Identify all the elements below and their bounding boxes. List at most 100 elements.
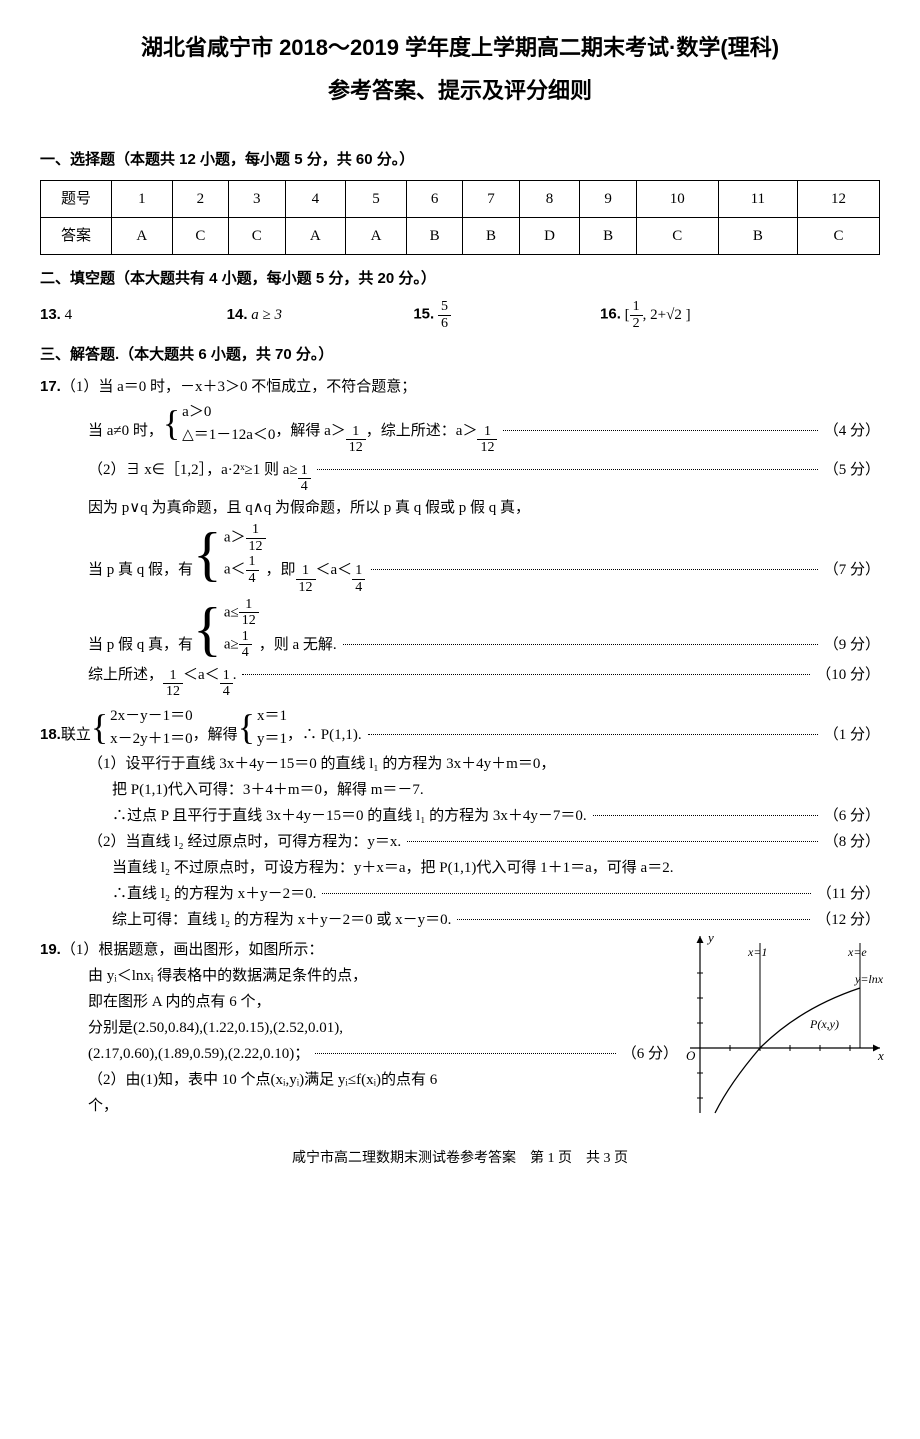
problem-text: 由 yᵢ＜lnxᵢ 得表格中的数据满足条件的点， [88, 964, 367, 988]
problem-text: 把 P(1,1)代入可得：3＋4＋m＝0，解得 m＝－7. [112, 778, 424, 802]
fill-answer: 4 [65, 307, 73, 323]
dotted-leader [242, 674, 810, 675]
dotted-leader [503, 430, 817, 431]
table-cell: 5 [346, 181, 407, 218]
problem-text: (2.17,0.60),(1.89,0.59),(2.22,0.10)； [88, 1042, 309, 1066]
brace-system: { a≤112 a≥14 [193, 597, 259, 661]
problem-text: 联立 [61, 723, 91, 747]
problem-text: 个， [88, 1094, 118, 1118]
problem-number: 18. [40, 723, 61, 747]
brace-system: { x＝1 y＝1 [238, 705, 287, 750]
problem-text: （2）当直线 l₂ 经过原点时，可得方程为：y＝x. [88, 830, 401, 854]
fill-answer: [12, 2+√2 ] [625, 307, 691, 323]
axis-label-x: x [877, 1048, 884, 1063]
problem-text: ∴过点 P 且平行于直线 3x＋4y－15＝0 的直线 l₁ 的方程为 3x＋4… [112, 804, 587, 828]
problem-17: 17. （1）当 a＝0 时，－x＋3＞0 不恒成立，不符合题意； 当 a≠0 … [40, 375, 880, 699]
table-cell: 12 [797, 181, 879, 218]
table-cell: 8 [519, 181, 580, 218]
title-main: 湖北省咸宁市 2018～2019 学年度上学期高二期末考试·数学(理科) [40, 30, 880, 65]
dotted-leader [368, 734, 818, 735]
table-cell: 4 [285, 181, 346, 218]
problem-text: ，∴ P(1,1). [287, 723, 362, 747]
fraction: 14 [220, 668, 233, 700]
fill-13: 13. 4 [40, 303, 227, 327]
table-cell: B [406, 218, 462, 255]
problem-text: 综上所述， [88, 663, 163, 687]
table-cell: 3 [229, 181, 285, 218]
table-cell: 1 [112, 181, 173, 218]
line-label-x1: x=1 [747, 945, 767, 959]
score-mark: （9 分） [824, 633, 880, 657]
problem-text: ，解得 a＞ [275, 419, 345, 443]
problem-text: ，即 [266, 558, 296, 582]
fraction: 112 [163, 668, 183, 700]
problem-text: 分别是(2.50,0.84),(1.22,0.15),(2.52,0.01), [88, 1016, 343, 1040]
problem-text: ，解得 [193, 723, 238, 747]
table-cell: 9 [580, 181, 636, 218]
problem-text: ＜a＜ [316, 558, 353, 582]
table-cell: 11 [718, 181, 797, 218]
table-cell: C [797, 218, 879, 255]
problem-text: ＜a＜ [183, 663, 220, 687]
table-cell: 7 [463, 181, 519, 218]
problem-text: （2）∃ x∈［1,2］，a·2ˣ≥1 则 a≥ [88, 458, 298, 482]
dotted-leader [593, 815, 818, 816]
score-mark: （10 分） [816, 663, 880, 687]
fraction: 14 [298, 463, 311, 495]
brace-system: { a＞0 △＝1－12a＜0 [163, 401, 275, 446]
problem-text: ∴直线 l₂ 的方程为 x＋y－2＝0. [112, 882, 316, 906]
table-cell: 6 [406, 181, 462, 218]
fraction: 112 [346, 424, 366, 456]
fill-15: 15. 5 6 [413, 299, 600, 331]
fill-answers-row: 13. 4 14. a ≥ 3 15. 5 6 16. [12, 2+√2 ] [40, 299, 880, 331]
score-mark: （11 分） [817, 882, 880, 906]
problem-text: ，综上所述：a＞ [366, 419, 478, 443]
problem-text: （1）当 a＝0 时，－x＋3＞0 不恒成立，不符合题意； [61, 375, 416, 399]
table-row: 题号 1 2 3 4 5 6 7 8 9 10 11 12 [41, 181, 880, 218]
fill-num: 13. [40, 306, 61, 323]
axis-label-y: y [706, 930, 714, 945]
fill-num: 15. [413, 306, 434, 323]
problem-text: . [233, 663, 237, 687]
table-cell: C [636, 218, 718, 255]
problem-text: 当 a≠0 时， [88, 419, 163, 443]
table-cell: B [718, 218, 797, 255]
problem-text: （1）设平行于直线 3x＋4y－15＝0 的直线 l₁ 的方程为 3x＋4y＋m… [88, 752, 555, 776]
problem-text: 因为 p∨q 为真命题，且 q∧q 为假命题，所以 p 真 q 假或 p 假 q… [88, 496, 530, 520]
dotted-leader [407, 841, 818, 842]
lnx-figure: y x O x=1 x=e y=lnx P(x,y) [660, 928, 890, 1118]
dotted-leader [322, 893, 810, 894]
fill-16: 16. [12, 2+√2 ] [600, 299, 880, 331]
section-1-header: 一、选择题（本题共 12 小题，每小题 5 分，共 60 分。） [40, 148, 880, 172]
dotted-leader [457, 919, 810, 920]
problem-number: 17. [40, 375, 61, 399]
problem-text: （2）由(1)知，表中 10 个点(xᵢ,yᵢ)满足 yᵢ≤f(xᵢ)的点有 6 [88, 1068, 437, 1092]
problem-19: y x O x=1 x=e y=lnx P(x,y) 19. （1）根据题意，画… [40, 938, 880, 1118]
table-cell: B [580, 218, 636, 255]
table-cell: A [112, 218, 173, 255]
title-sub: 参考答案、提示及评分细则 [40, 73, 880, 108]
fill-answer-frac: 5 6 [438, 299, 451, 331]
dotted-leader [371, 569, 818, 570]
dotted-leader [343, 644, 818, 645]
score-mark: （8 分） [824, 830, 880, 854]
table-cell: C [229, 218, 285, 255]
problem-text: 综上可得：直线 l₂ 的方程为 x＋y－2＝0 或 x－y＝0. [112, 908, 451, 932]
point-label: P(x,y) [809, 1017, 839, 1031]
problem-18: 18. 联立 { 2x－y－1＝0 x－2y＋1＝0 ，解得 { x＝1 y＝1… [40, 705, 880, 932]
page-footer: 咸宁市高二理数期末测试卷参考答案 第 1 页 共 3 页 [40, 1148, 880, 1170]
score-mark: （4 分） [824, 419, 880, 443]
table-row: 答案 A C C A A B B D B C B C [41, 218, 880, 255]
fraction: 14 [352, 563, 365, 595]
curve-label: y=lnx [854, 972, 884, 986]
brace-system: { a＞112 a＜14 [193, 522, 265, 586]
choice-answer-table: 题号 1 2 3 4 5 6 7 8 9 10 11 12 答案 A C C A… [40, 180, 880, 255]
score-mark: （7 分） [824, 558, 880, 582]
table-cell: B [463, 218, 519, 255]
fill-14: 14. a ≥ 3 [227, 303, 414, 327]
table-cell: A [346, 218, 407, 255]
line-label-xe: x=e [847, 945, 867, 959]
dotted-leader [315, 1053, 616, 1054]
fraction: 112 [296, 563, 316, 595]
brace-system: { 2x－y－1＝0 x－2y＋1＝0 [91, 705, 193, 750]
